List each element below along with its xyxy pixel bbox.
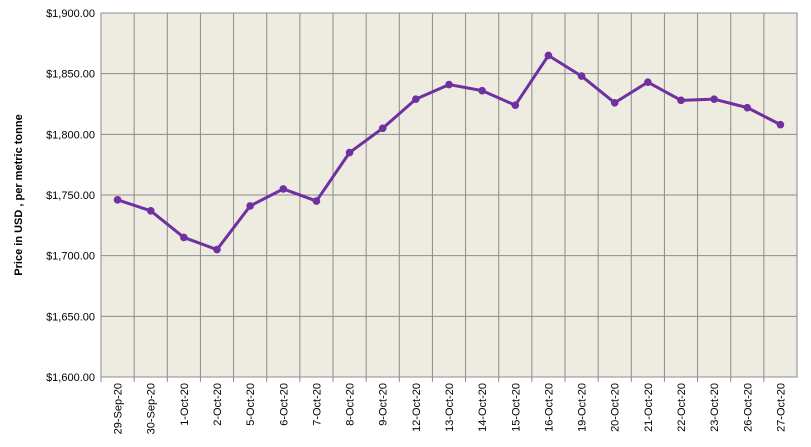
point bbox=[146, 206, 155, 215]
point bbox=[610, 98, 619, 107]
point bbox=[412, 95, 420, 103]
x-tick-label: 8-Oct-20 bbox=[345, 383, 357, 426]
y-tick-label: $1,600.00 bbox=[46, 372, 95, 384]
x-tick-label: 22-Oct-20 bbox=[676, 383, 688, 432]
point bbox=[113, 196, 122, 204]
x-tick-label: 6-Oct-20 bbox=[278, 383, 290, 426]
x-tick-label: 23-Oct-20 bbox=[709, 383, 721, 432]
point bbox=[577, 72, 586, 80]
x-tick-label: 30-Sep-20 bbox=[146, 383, 158, 434]
point bbox=[180, 233, 188, 242]
y-tick-label: $1,800.00 bbox=[46, 129, 95, 141]
x-tick-label: 14-Oct-20 bbox=[477, 383, 489, 432]
point bbox=[279, 185, 288, 193]
point bbox=[445, 80, 453, 89]
x-tick-label: 5-Oct-20 bbox=[245, 383, 257, 426]
x-tick-label: 27-Oct-20 bbox=[775, 383, 787, 432]
point bbox=[378, 124, 387, 133]
point bbox=[710, 95, 718, 103]
point bbox=[213, 245, 221, 254]
x-tick-label: 21-Oct-20 bbox=[643, 383, 655, 432]
x-tick-label: 29-Sep-20 bbox=[113, 383, 125, 434]
y-tick-label: $1,700.00 bbox=[46, 251, 95, 263]
x-tick-label: 7-Oct-20 bbox=[311, 383, 323, 426]
x-tick-label: 15-Oct-20 bbox=[510, 383, 522, 432]
point bbox=[345, 148, 354, 157]
x-tick-label: 16-Oct-20 bbox=[543, 383, 555, 432]
point bbox=[511, 101, 520, 110]
x-tick-label: 19-Oct-20 bbox=[577, 383, 589, 432]
point bbox=[644, 78, 652, 86]
x-tick-label: 12-Oct-20 bbox=[411, 383, 423, 432]
point bbox=[743, 103, 752, 112]
x-tick-label: 26-Oct-20 bbox=[742, 383, 754, 432]
y-axis-label: Price in USD , per metric tonne bbox=[13, 114, 25, 275]
y-tick-label: $1,650.00 bbox=[46, 311, 95, 323]
x-tick-label: 9-Oct-20 bbox=[378, 383, 390, 426]
x-tick-label: 1-Oct-20 bbox=[179, 383, 191, 426]
x-tick-label: 2-Oct-20 bbox=[212, 383, 224, 426]
y-tick-label: $1,900.00 bbox=[46, 8, 95, 20]
point bbox=[544, 51, 553, 60]
y-tick-label: $1,750.00 bbox=[46, 190, 95, 202]
point bbox=[677, 96, 685, 105]
point bbox=[776, 120, 785, 129]
x-tick-label: 13-Oct-20 bbox=[444, 383, 456, 432]
point bbox=[246, 202, 254, 210]
point bbox=[312, 197, 321, 205]
x-tick-label: 20-Oct-20 bbox=[610, 383, 622, 432]
point bbox=[478, 86, 486, 95]
y-tick-label: $1,850.00 bbox=[46, 69, 95, 81]
